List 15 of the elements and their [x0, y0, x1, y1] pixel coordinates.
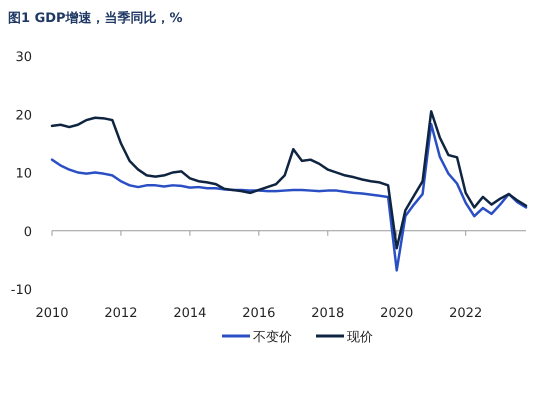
y-tick-label: 20 [15, 108, 32, 124]
y-tick-label: -10 [10, 283, 32, 298]
y-tick-label: 30 [15, 50, 32, 65]
x-tick-label: 2018 [311, 306, 344, 321]
legend-label: 不变价 [253, 330, 292, 345]
x-tick-label: 2016 [242, 306, 276, 321]
y-tick-label: 0 [24, 224, 32, 240]
x-tick-label: 2022 [449, 306, 482, 321]
x-tick-label: 2010 [35, 306, 69, 321]
x-tick-label: 2012 [104, 306, 138, 321]
x-tick-label: 2014 [173, 306, 206, 321]
y-tick-label: 10 [15, 166, 32, 182]
chart-title: 图1 GDP增速，当季同比，% [8, 10, 183, 26]
legend-label: 现价 [347, 330, 373, 345]
x-tick-label: 2020 [380, 306, 414, 321]
